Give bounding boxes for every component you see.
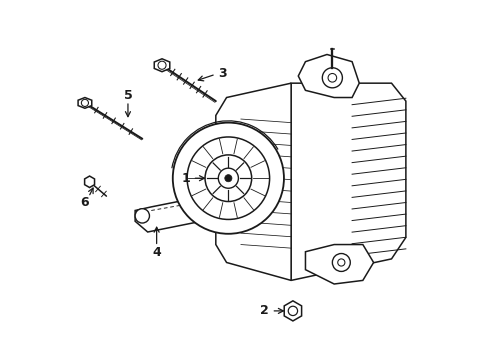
Text: 6: 6 (81, 196, 89, 209)
Circle shape (327, 73, 336, 82)
Circle shape (207, 179, 223, 195)
Circle shape (337, 259, 344, 266)
Circle shape (172, 123, 284, 234)
Polygon shape (305, 244, 373, 284)
Circle shape (322, 68, 342, 88)
Circle shape (287, 306, 297, 316)
Circle shape (187, 137, 269, 220)
Polygon shape (290, 83, 405, 280)
Circle shape (224, 175, 231, 182)
Polygon shape (154, 59, 169, 72)
Polygon shape (84, 176, 94, 188)
Circle shape (135, 209, 149, 223)
Circle shape (193, 201, 206, 213)
Circle shape (158, 61, 166, 69)
Polygon shape (215, 83, 290, 280)
Polygon shape (78, 98, 92, 108)
Circle shape (332, 253, 349, 271)
Circle shape (81, 99, 88, 107)
Circle shape (218, 168, 238, 188)
Polygon shape (215, 126, 237, 169)
Circle shape (204, 155, 251, 202)
Text: 3: 3 (218, 67, 226, 80)
Text: 1: 1 (182, 172, 190, 185)
Text: 5: 5 (123, 89, 132, 102)
Text: 2: 2 (260, 305, 268, 318)
Polygon shape (284, 301, 301, 321)
Polygon shape (135, 194, 208, 232)
Circle shape (220, 141, 233, 154)
Polygon shape (298, 54, 359, 98)
Text: 4: 4 (152, 246, 161, 259)
